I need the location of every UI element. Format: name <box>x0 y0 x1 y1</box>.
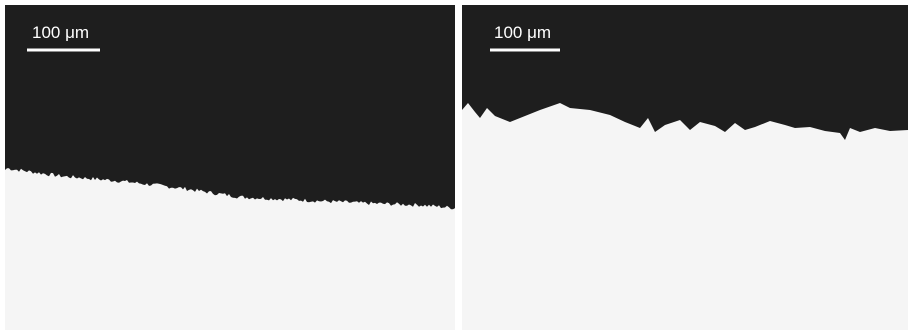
right-panel: 100 μm <box>462 5 908 330</box>
scale-bar-label: 100 μm <box>494 23 551 42</box>
figure: 100 μm 100 μm <box>0 0 911 333</box>
page: 100 μm 100 μm (() => { const data = JSON… <box>0 0 911 333</box>
left-panel: 100 μm <box>5 5 455 330</box>
scale-bar-label: 100 μm <box>32 23 89 42</box>
surface-region <box>462 103 908 330</box>
